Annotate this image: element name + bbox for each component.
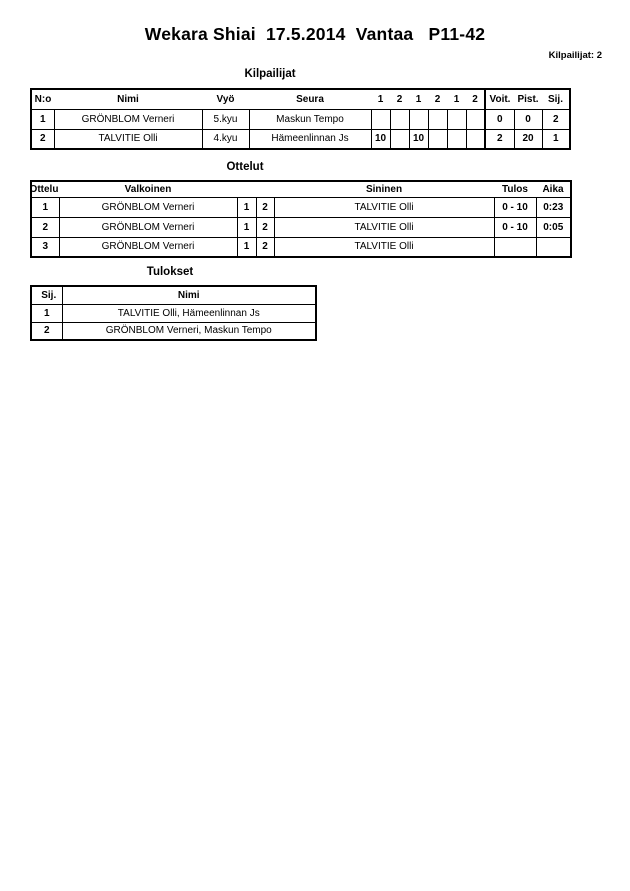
cell-no: 2 (30, 128, 55, 150)
table-header-row: Sij. Nimi (30, 285, 317, 305)
header-points: Pist. (514, 88, 542, 110)
competitor-count-label: Kilpailijat: 2 (548, 50, 602, 61)
cell-match-no: 3 (30, 236, 60, 258)
cell-result: 0 - 10 (493, 216, 537, 238)
cell-rank: 1 (541, 128, 571, 150)
cell-name: GRÖNBLOM Verneri, Maskun Tempo (61, 321, 317, 341)
competitors-table: N:o Nimi Vyö Seura 1 2 1 2 1 2 Voit. Pis… (30, 88, 571, 150)
section-title-matches: Ottelut (226, 161, 264, 173)
cell-score (389, 128, 410, 150)
cell-score (389, 108, 410, 130)
cell-blue: TALVITIE Olli (273, 236, 495, 258)
cell-score: 10 (408, 128, 429, 150)
cell-score (427, 108, 448, 130)
cell-result (493, 236, 537, 258)
cell-blue-no: 2 (255, 236, 275, 258)
header-match-no: Ottelu (31, 180, 59, 198)
results-table: Sij. Nimi 1 TALVITIE Olli, Hämeenlinnan … (30, 285, 317, 341)
matches-table: Ottelu Valkoinen Sininen Tulos Aika 1 GR… (30, 180, 572, 258)
cell-rank: 2 (30, 321, 63, 341)
cell-score (427, 128, 448, 150)
table-header-row: N:o Nimi Vyö Seura 1 2 1 2 1 2 Voit. Pis… (31, 88, 570, 110)
cell-club: Maskun Tempo (248, 108, 372, 130)
header-score-2: 2 (390, 88, 409, 110)
cell-time: 0:23 (535, 196, 572, 218)
cell-belt: 4.kyu (201, 128, 250, 150)
cell-white: GRÖNBLOM Verneri (58, 196, 238, 218)
table-row: 1 TALVITIE Olli, Hämeenlinnan Js (30, 303, 317, 323)
header-white-no (237, 180, 256, 198)
header-time: Aika (536, 180, 571, 198)
header-name: Nimi (54, 88, 202, 110)
header-wins: Voit. (484, 88, 514, 110)
header-belt: Vyö (202, 88, 249, 110)
table-row: 1 GRÖNBLOM Verneri 5.kyu Maskun Tempo 0 … (30, 108, 571, 130)
header-blue-no (256, 180, 274, 198)
cell-points: 20 (513, 128, 543, 150)
cell-wins: 0 (484, 108, 515, 130)
header-blue: Sininen (274, 180, 494, 198)
cell-rank: 1 (30, 303, 63, 323)
cell-name: TALVITIE Olli (53, 128, 203, 150)
header-score-4: 2 (428, 88, 447, 110)
cell-match-no: 1 (30, 196, 60, 218)
cell-wins: 2 (484, 128, 515, 150)
cell-score (465, 108, 486, 130)
cell-name: TALVITIE Olli, Hämeenlinnan Js (61, 303, 317, 323)
table-row: 2 GRÖNBLOM Verneri 1 2 TALVITIE Olli 0 -… (30, 216, 572, 238)
cell-points: 0 (513, 108, 543, 130)
section-title-competitors: Kilpailijat (244, 68, 296, 80)
cell-time (535, 236, 572, 258)
cell-score (446, 108, 467, 130)
cell-score (465, 128, 486, 150)
cell-blue-no: 2 (255, 196, 275, 218)
cell-white: GRÖNBLOM Verneri (58, 216, 238, 238)
header-score-6: 2 (466, 88, 485, 110)
table-header-row: Ottelu Valkoinen Sininen Tulos Aika (31, 180, 571, 198)
cell-match-no: 2 (30, 216, 60, 238)
cell-score (408, 108, 429, 130)
cell-belt: 5.kyu (201, 108, 250, 130)
header-name: Nimi (61, 285, 317, 305)
header-score-1: 1 (371, 88, 390, 110)
cell-no: 1 (30, 108, 55, 130)
cell-blue: TALVITIE Olli (273, 196, 495, 218)
header-club: Seura (249, 88, 371, 110)
cell-white-no: 1 (236, 196, 257, 218)
header-result: Tulos (494, 180, 536, 198)
table-row: 2 GRÖNBLOM Verneri, Maskun Tempo (30, 321, 317, 341)
cell-rank: 2 (541, 108, 571, 130)
cell-blue: TALVITIE Olli (273, 216, 495, 238)
cell-white-no: 1 (236, 236, 257, 258)
cell-blue-no: 2 (255, 216, 275, 238)
header-score-5: 1 (447, 88, 466, 110)
header-rank: Sij. (30, 285, 63, 305)
cell-score: 10 (370, 128, 391, 150)
cell-score (446, 128, 467, 150)
header-score-3: 1 (409, 88, 428, 110)
cell-white: GRÖNBLOM Verneri (58, 236, 238, 258)
cell-result: 0 - 10 (493, 196, 537, 218)
header-white: Valkoinen (59, 180, 237, 198)
header-rank: Sij. (542, 88, 570, 110)
cell-name: GRÖNBLOM Verneri (53, 108, 203, 130)
table-row: 2 TALVITIE Olli 4.kyu Hämeenlinnan Js 10… (30, 128, 571, 150)
cell-white-no: 1 (236, 216, 257, 238)
cell-club: Hämeenlinnan Js (248, 128, 372, 150)
table-row: 1 GRÖNBLOM Verneri 1 2 TALVITIE Olli 0 -… (30, 196, 572, 218)
section-title-results: Tulokset (146, 266, 194, 278)
table-row: 3 GRÖNBLOM Verneri 1 2 TALVITIE Olli (30, 236, 572, 258)
cell-score (370, 108, 391, 130)
cell-time: 0:05 (535, 216, 572, 238)
header-no: N:o (31, 88, 54, 110)
page-title: Wekara Shiai 17.5.2014 Vantaa P11-42 (144, 24, 486, 44)
